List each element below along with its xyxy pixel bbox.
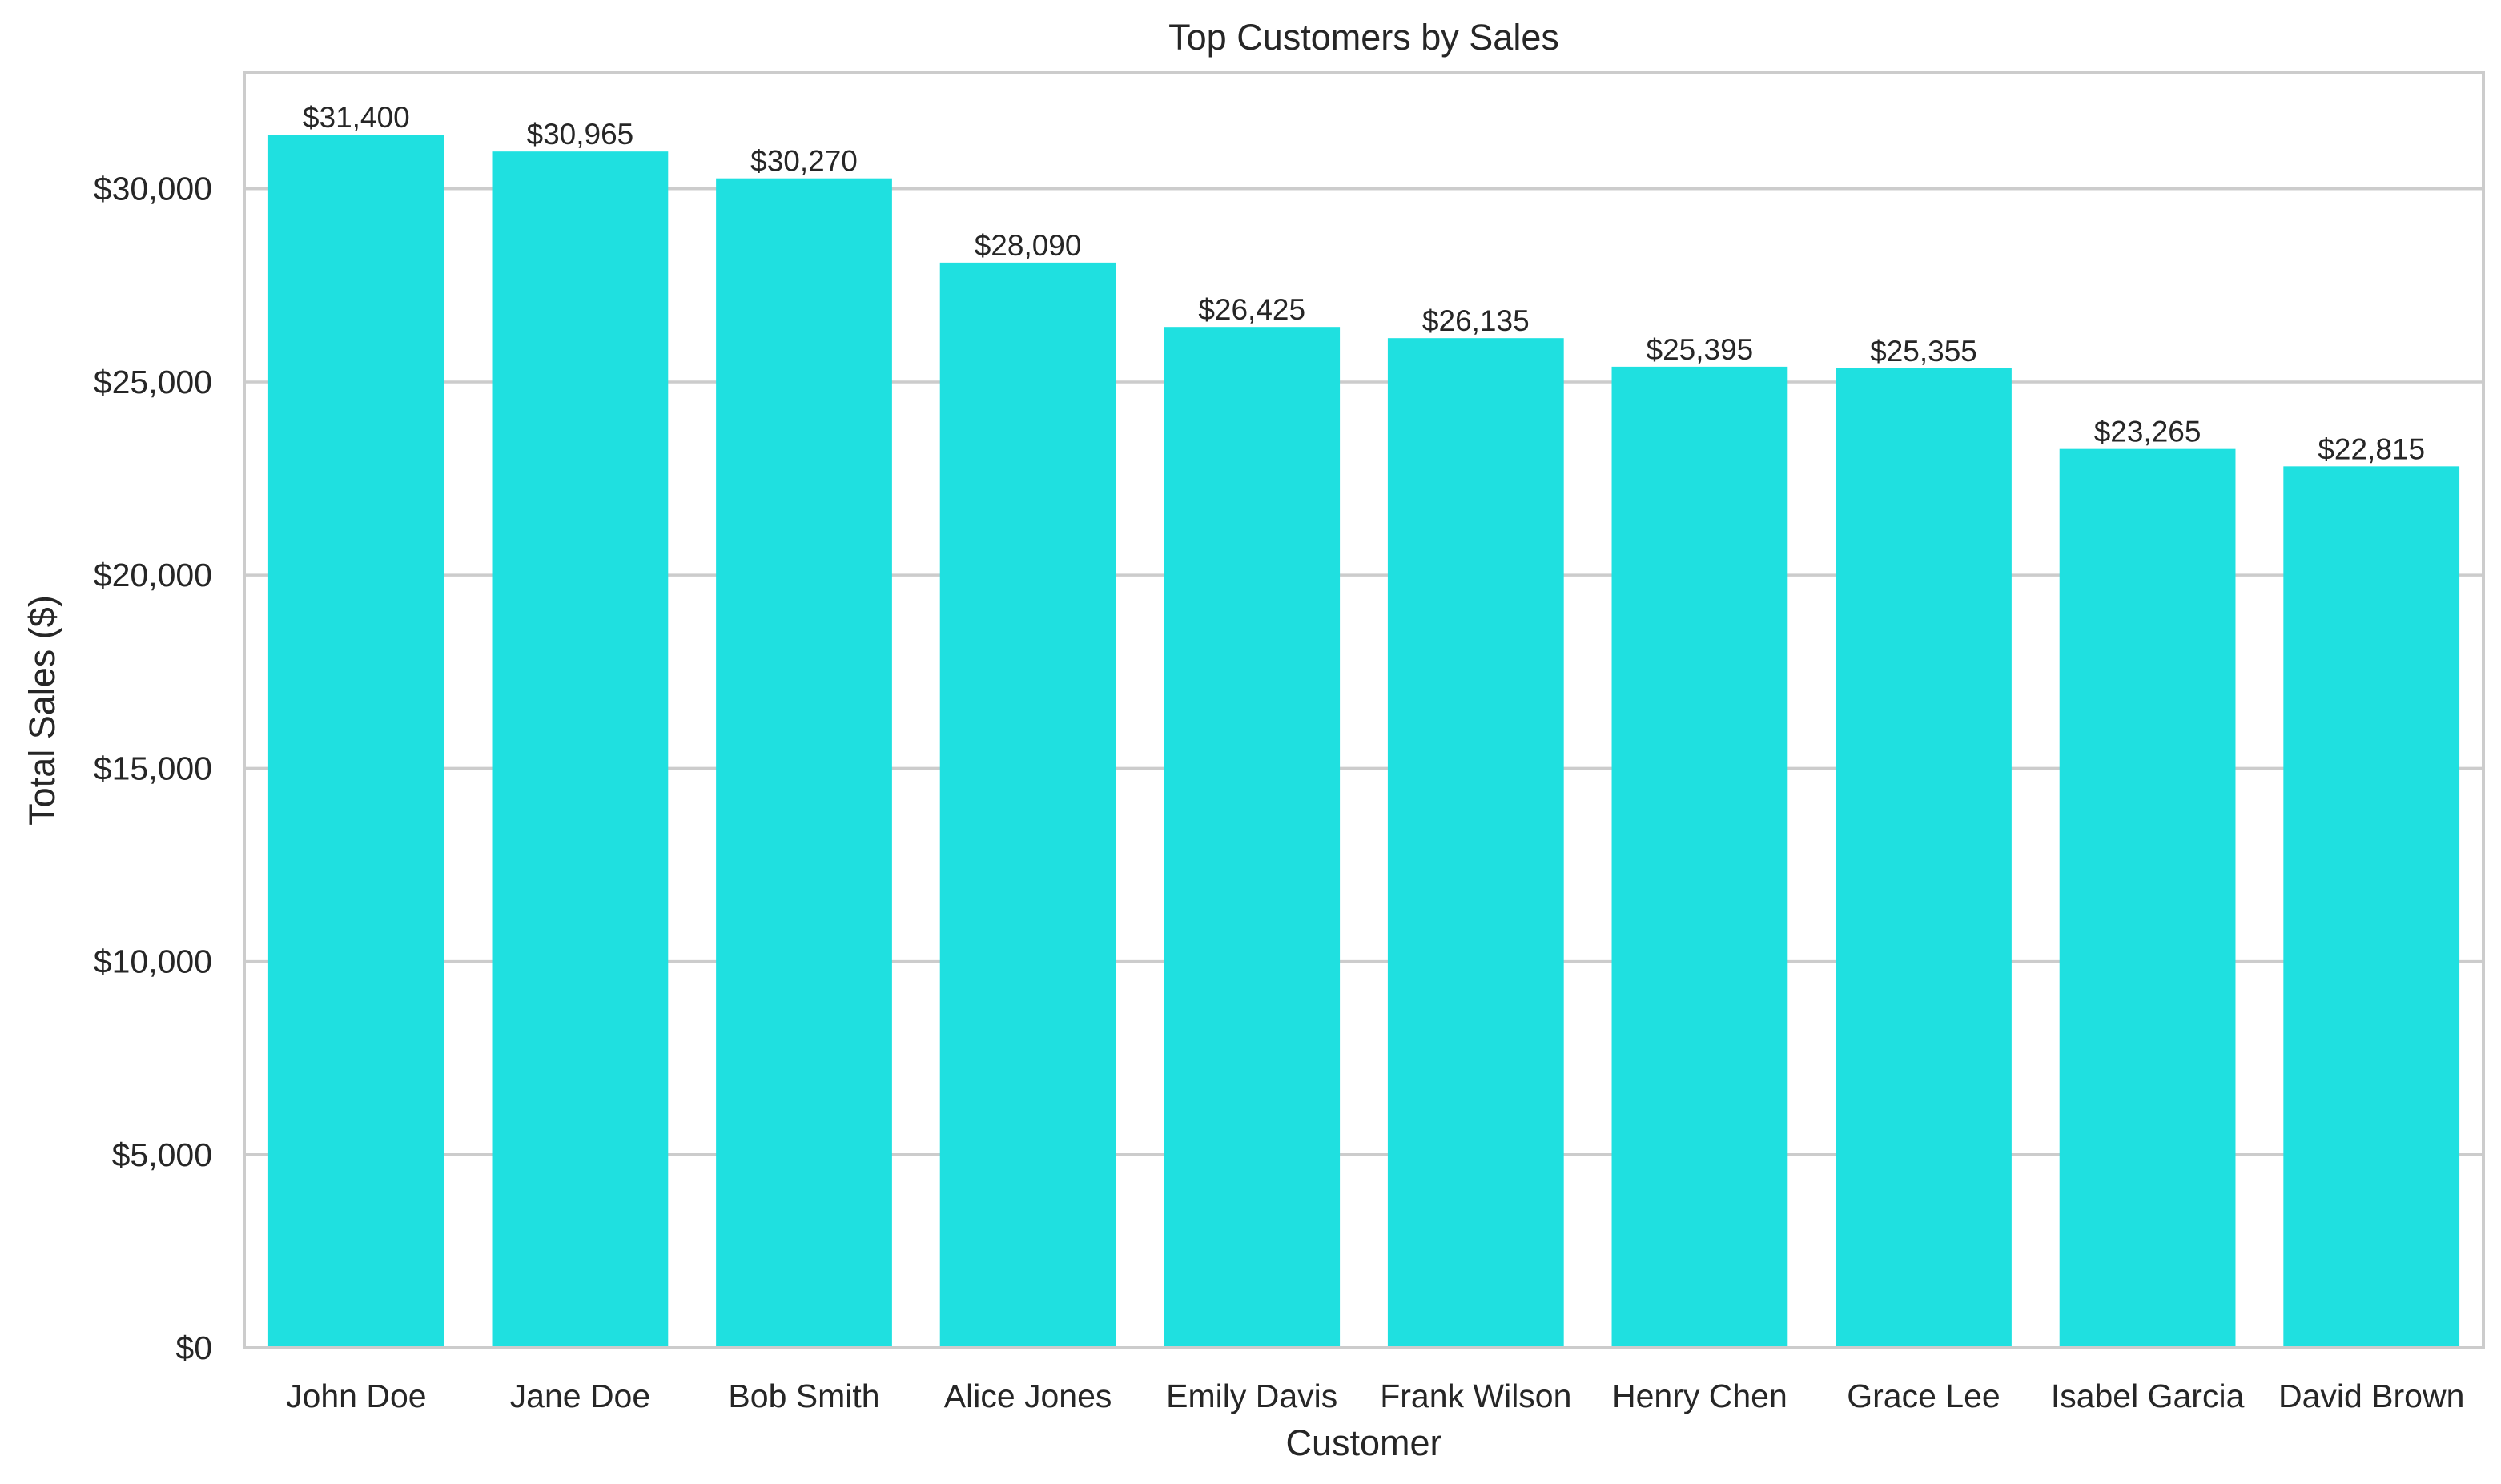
x-tick-label: Jane Doe [510, 1377, 651, 1414]
bar [2283, 466, 2460, 1348]
bar-value-label: $26,425 [1198, 293, 1305, 326]
bar [1611, 366, 1788, 1348]
bar-value-label: $23,265 [2094, 416, 2201, 448]
bar [1387, 338, 1564, 1349]
bar-value-label: $31,400 [303, 101, 410, 134]
y-axis-ticks: $0 $5,000 $10,000 $15,000 $20,000 $25,000 $30,… [94, 171, 212, 1366]
y-axis-label: Total Sales ($) [22, 595, 62, 826]
x-axis-label: Customer [1285, 1422, 1441, 1463]
bar-value-labels: $31,400 $30,965 $30,270 $28,090 $26,425 $26,1… [303, 101, 2425, 465]
bar-value-label: $28,090 [975, 229, 1082, 262]
y-tick-label: $20,000 [94, 557, 212, 593]
y-tick-label: $15,000 [94, 750, 212, 786]
bar-value-label: $26,135 [1422, 304, 1530, 337]
x-tick-label: David Brown [2278, 1377, 2464, 1414]
bar [1836, 368, 2012, 1348]
bar-value-label: $30,965 [527, 118, 634, 151]
bar-value-label: $22,815 [2318, 432, 2425, 465]
x-tick-label: John Doe [286, 1377, 427, 1414]
y-tick-label: $5,000 [112, 1136, 212, 1173]
x-tick-label: Isabel Garcia [2051, 1377, 2245, 1414]
bar-value-label: $25,395 [1647, 333, 1754, 366]
x-tick-label: Grace Lee [1847, 1377, 2000, 1414]
x-axis-ticks: John Doe Jane Doe Bob Smith Alice Jones Emil… [286, 1377, 2464, 1414]
x-tick-label: Henry Chen [1612, 1377, 1787, 1414]
y-tick-label: $0 [175, 1329, 212, 1366]
y-tick-label: $30,000 [94, 171, 212, 207]
bar [2059, 448, 2236, 1348]
plot-frame [243, 71, 2485, 1349]
bar [939, 262, 1116, 1348]
x-tick-label: Frank Wilson [1380, 1377, 1571, 1414]
chart-title: Top Customers by Sales [1168, 17, 1559, 58]
x-tick-label: Alice Jones [944, 1377, 1112, 1414]
x-tick-label: Emily Davis [1166, 1377, 1337, 1414]
bar-value-label: $30,270 [750, 145, 858, 178]
bar-value-label: $25,355 [1870, 335, 1977, 368]
bar [267, 135, 444, 1349]
bar [716, 178, 892, 1349]
bar [1164, 327, 1341, 1348]
bars [267, 135, 2460, 1349]
y-tick-label: $10,000 [94, 943, 212, 980]
y-tick-label: $25,000 [94, 364, 212, 400]
bar [492, 151, 669, 1348]
x-tick-label: Bob Smith [728, 1377, 879, 1414]
